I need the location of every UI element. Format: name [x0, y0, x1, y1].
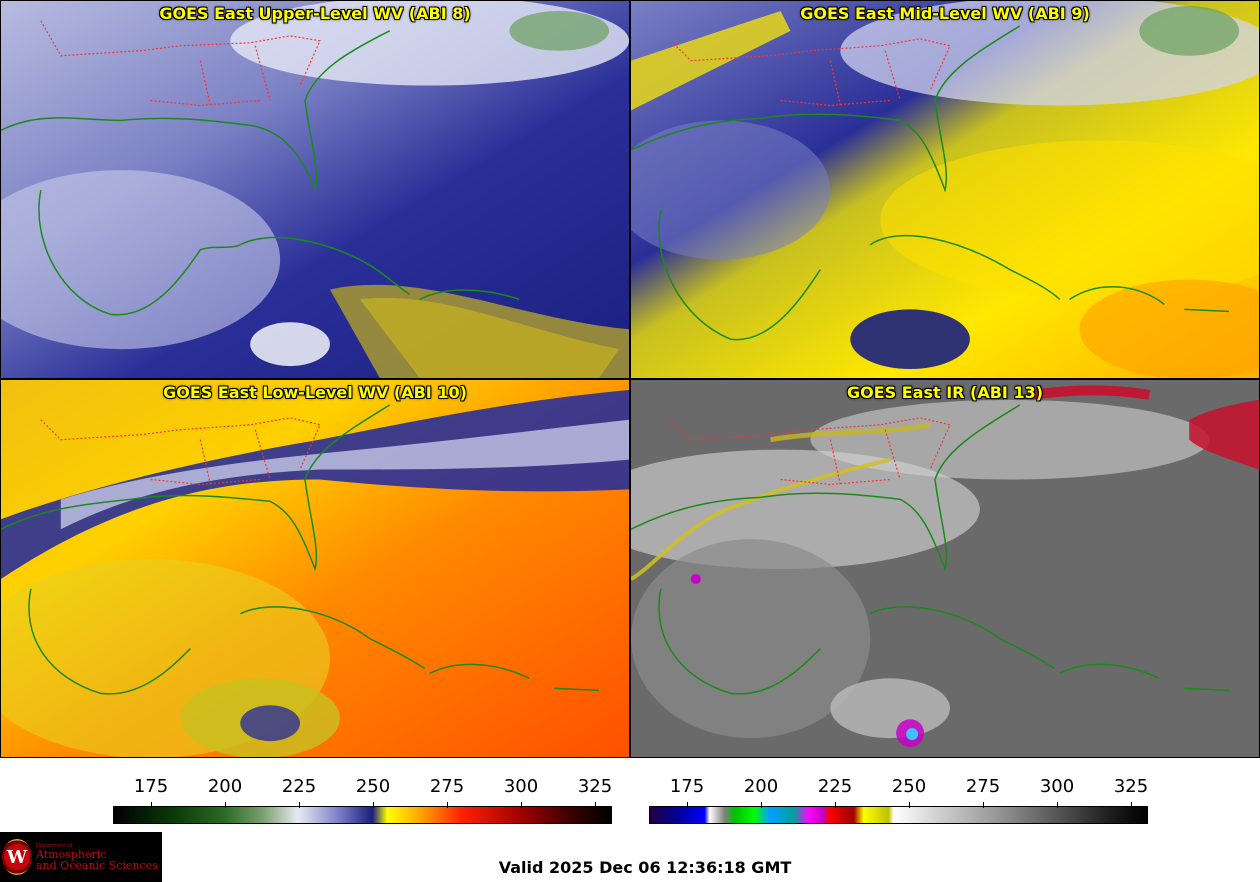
low-level-wv-image	[1, 380, 629, 757]
ir-colorbar-gradient	[649, 806, 1148, 824]
logo-dept: Department of	[36, 842, 73, 849]
ir-tick-label: 325	[1113, 776, 1149, 797]
upper-level-wv-image	[1, 1, 629, 378]
wv-colorbar: 175 200 225 250 275 300 325	[113, 758, 612, 828]
ir-tick	[761, 802, 762, 808]
ir-tick	[1131, 802, 1132, 808]
panel-upper-level-wv: GOES East Upper-Level WV (ABI 8)	[0, 0, 630, 379]
wv-tick	[225, 802, 226, 808]
wv-tick-label: 325	[577, 776, 613, 797]
logo-line-2: and Oceanic Sciences	[36, 858, 158, 872]
ir-tick-label: 275	[965, 776, 1001, 797]
ir-tick	[1057, 802, 1058, 808]
wv-tick-label: 250	[355, 776, 391, 797]
ir-tick-label: 175	[669, 776, 705, 797]
wv-tick	[447, 802, 448, 808]
ir-tick-label: 300	[1039, 776, 1075, 797]
image-panels: GOES East Upper-Level WV (ABI 8)	[0, 0, 1260, 758]
wv-tick	[299, 802, 300, 808]
panel-title: GOES East IR (ABI 13)	[846, 383, 1044, 402]
ir-tick-label: 225	[817, 776, 853, 797]
wv-colorbar-gradient	[113, 806, 612, 824]
mid-level-wv-image	[631, 1, 1259, 378]
wv-tick	[595, 802, 596, 808]
ir-tick	[983, 802, 984, 808]
ir-tick-label: 250	[891, 776, 927, 797]
valid-time: Valid 2025 Dec 06 12:36:18 GMT	[498, 858, 792, 877]
logo-line-1: Atmospheric	[36, 847, 107, 861]
wv-tick-label: 225	[281, 776, 317, 797]
panel-title: GOES East Low-Level WV (ABI 10)	[163, 383, 467, 402]
panel-mid-level-wv: GOES East Mid-Level WV (ABI 9)	[630, 0, 1260, 379]
panel-low-level-wv: GOES East Low-Level WV (ABI 10)	[0, 379, 630, 758]
aos-logo[interactable]: W Department of Atmospheric and Oceanic …	[0, 832, 162, 882]
ir-image	[631, 380, 1259, 757]
wv-tick	[521, 802, 522, 808]
ir-tick	[835, 802, 836, 808]
ir-tick-label: 200	[743, 776, 779, 797]
wv-tick-label: 175	[133, 776, 169, 797]
wv-tick-label: 275	[429, 776, 465, 797]
wv-tick	[373, 802, 374, 808]
panel-title: GOES East Mid-Level WV (ABI 9)	[800, 4, 1090, 23]
ir-tick	[687, 802, 688, 808]
panel-title: GOES East Upper-Level WV (ABI 8)	[159, 4, 471, 23]
logo-text: Department of Atmospheric and Oceanic Sc…	[36, 842, 158, 872]
wv-tick	[151, 802, 152, 808]
ir-tick	[909, 802, 910, 808]
panel-ir: GOES East IR (ABI 13)	[630, 379, 1260, 758]
crest-letter: W	[6, 846, 28, 868]
ir-colorbar: 175 200 225 250 275 300 325	[649, 758, 1148, 828]
wv-tick-label: 200	[207, 776, 243, 797]
wv-tick-label: 300	[503, 776, 539, 797]
colorbar-area: 175 200 225 250 275 300 325 175 200 225 …	[0, 758, 1260, 828]
uw-crest-icon: W	[2, 839, 32, 875]
